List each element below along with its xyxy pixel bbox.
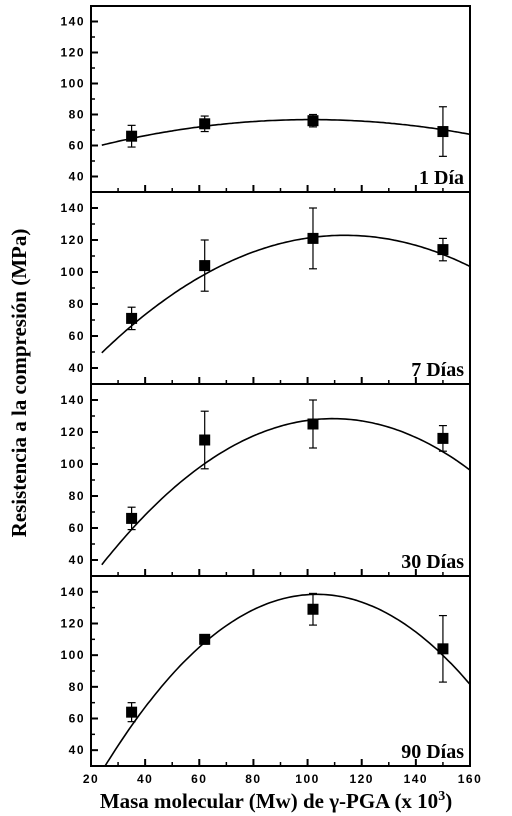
data-point (199, 434, 211, 446)
y-tick-label: 40 (69, 170, 85, 184)
x-axis-title-superscript: 3 (438, 789, 445, 804)
x-tick-label: 160 (458, 772, 483, 786)
data-point (307, 603, 319, 615)
x-axis-title: Masa molecular (Mw) de γ-PGA (x 103) (100, 789, 452, 813)
x-axis-title-suffix: ) (445, 789, 452, 813)
panel-1: 40 60 80 100 120 140 1 Día (60, 5, 471, 193)
panel-2: 40 60 80 100 120 140 7 Días (60, 191, 471, 385)
data-point (126, 512, 138, 524)
x-tick-label: 80 (245, 772, 261, 786)
y-tick-label: 140 (60, 15, 85, 29)
y-tick-label: 40 (69, 743, 85, 757)
x-tick-label: 120 (349, 772, 374, 786)
data-point (307, 232, 319, 244)
data-point (199, 260, 211, 272)
panel-label: 30 Días (401, 551, 464, 573)
x-axis-title-text: Masa molecular (Mw) de γ-PGA (x 10 (100, 789, 438, 813)
x-tick-label: 60 (191, 772, 207, 786)
y-tick-label: 140 (60, 201, 85, 215)
x-tick-label: 20 (83, 772, 99, 786)
data-point (307, 418, 319, 430)
panel-3: 40 60 80 100 120 140 30 Días (60, 383, 471, 577)
data-point (126, 312, 138, 324)
y-tick-label: 120 (60, 233, 85, 247)
y-tick-label: 100 (60, 77, 85, 91)
panel-4: 40 60 80 100 120 140 90 Días (60, 575, 471, 767)
y-tick-label: 80 (69, 680, 85, 694)
data-point (437, 244, 449, 256)
panel-frame (90, 5, 471, 193)
y-tick-label: 80 (69, 108, 85, 122)
y-tick-label: 40 (69, 361, 85, 375)
data-point (126, 130, 138, 142)
data-point (199, 118, 211, 130)
x-tick-label: 40 (137, 772, 153, 786)
y-tick-label: 100 (60, 457, 85, 471)
y-tick-label: 120 (60, 617, 85, 631)
fit-curve (101, 234, 470, 354)
data-point (437, 126, 449, 138)
panel-frame (90, 575, 471, 767)
y-tick-label: 60 (69, 139, 85, 153)
y-tick-label: 60 (69, 521, 85, 535)
data-point (437, 643, 449, 655)
panel-label: 1 Día (419, 167, 464, 189)
x-tick-label: 100 (295, 772, 320, 786)
y-tick-label: 100 (60, 648, 85, 662)
y-tick-label: 140 (60, 393, 85, 407)
fit-curve (104, 593, 470, 766)
y-tick-label: 120 (60, 46, 85, 60)
fit-curve (101, 118, 470, 146)
panel-label: 90 Días (401, 741, 464, 763)
y-tick-label: 80 (69, 489, 85, 503)
panel-frame (90, 383, 471, 577)
y-tick-label: 140 (60, 585, 85, 599)
y-tick-label: 40 (69, 553, 85, 567)
panel-frame (90, 191, 471, 385)
y-tick-label: 60 (69, 712, 85, 726)
fit-curve (101, 417, 470, 566)
panel-label: 7 Días (411, 359, 464, 381)
x-tick-label: 140 (404, 772, 429, 786)
y-tick-label: 80 (69, 297, 85, 311)
data-point (307, 115, 319, 127)
y-tick-label: 60 (69, 329, 85, 343)
y-tick-label: 100 (60, 265, 85, 279)
panels: 40 60 80 100 120 140 1 Día 40 60 80 100 120 140 7 Día… (60, 5, 483, 786)
data-point (437, 432, 449, 444)
y-axis-title: Resistencia a la compresión (MPa) (7, 229, 31, 538)
y-tick-label: 120 (60, 425, 85, 439)
data-point (199, 633, 211, 645)
data-point (126, 706, 138, 718)
